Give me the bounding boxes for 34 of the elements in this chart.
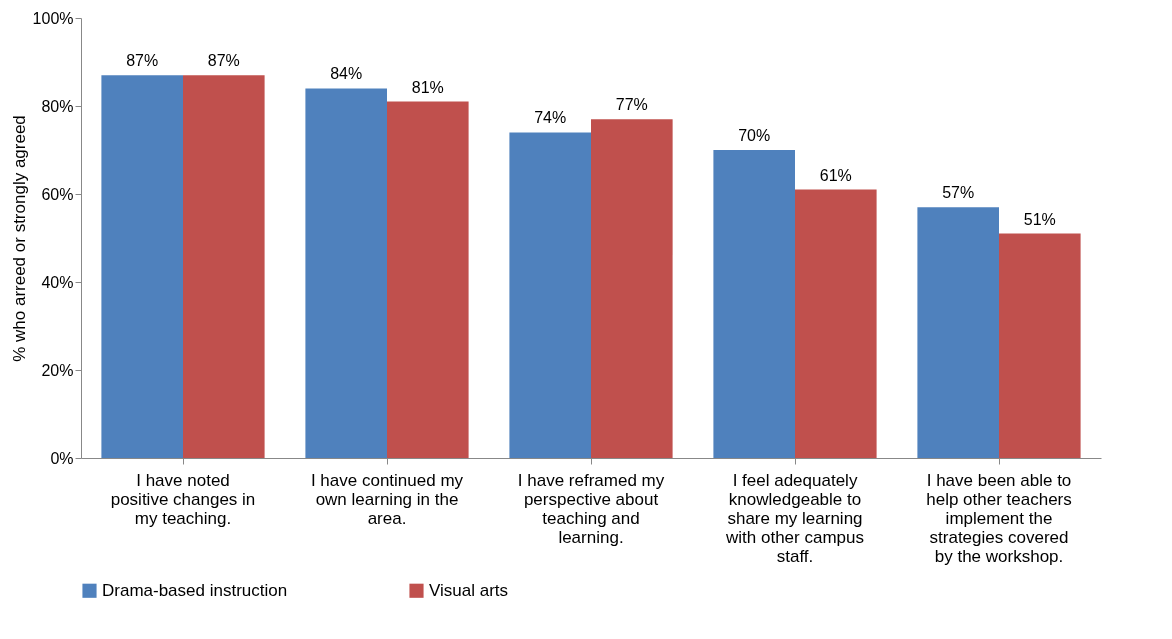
bar [917,207,999,458]
bar [509,132,591,458]
data-label: 77% [615,96,648,114]
data-label: 70% [738,127,771,144]
data-label: 74% [534,109,567,127]
bar [101,75,183,458]
data-label: 87% [126,52,159,70]
x-tick-label: I have continued my own learning in the area. [310,470,464,528]
legend-label: Visual arts [429,580,509,600]
y-tick-label: 100% [32,9,74,27]
y-tick-label: 40% [41,273,74,291]
data-label: 84% [330,65,363,83]
x-tick-label: I have been able to help other teachers implement the strategies covered by the workshop. [926,470,1072,566]
data-label: 81% [411,78,444,96]
y-tick-label: 20% [41,361,74,379]
x-tick-label: I feel adequately knowledgeable to share my learning with other campus staff. [725,470,864,566]
bar [183,75,265,458]
bar [795,189,877,458]
data-label: 87% [207,52,240,70]
data-label: 57% [942,184,975,202]
bar [591,119,673,458]
y-tick-label: 80% [41,97,74,115]
legend-label: Drama-based instruction [102,580,288,600]
x-tick-label: I have noted positive changes in my teaching. [110,470,256,528]
data-label: 61% [819,166,852,184]
bar [999,233,1081,458]
bar [305,88,387,458]
x-tick-label: I have reframed my perspective about teaching and learning. [517,470,665,547]
bar [387,101,469,458]
y-tick-label: 60% [41,185,74,203]
bar [713,150,795,458]
y-tick-label: 0% [50,449,74,467]
data-label: 51% [1023,210,1056,228]
y-axis-title: % who arreed or strongly agreed [9,115,29,362]
